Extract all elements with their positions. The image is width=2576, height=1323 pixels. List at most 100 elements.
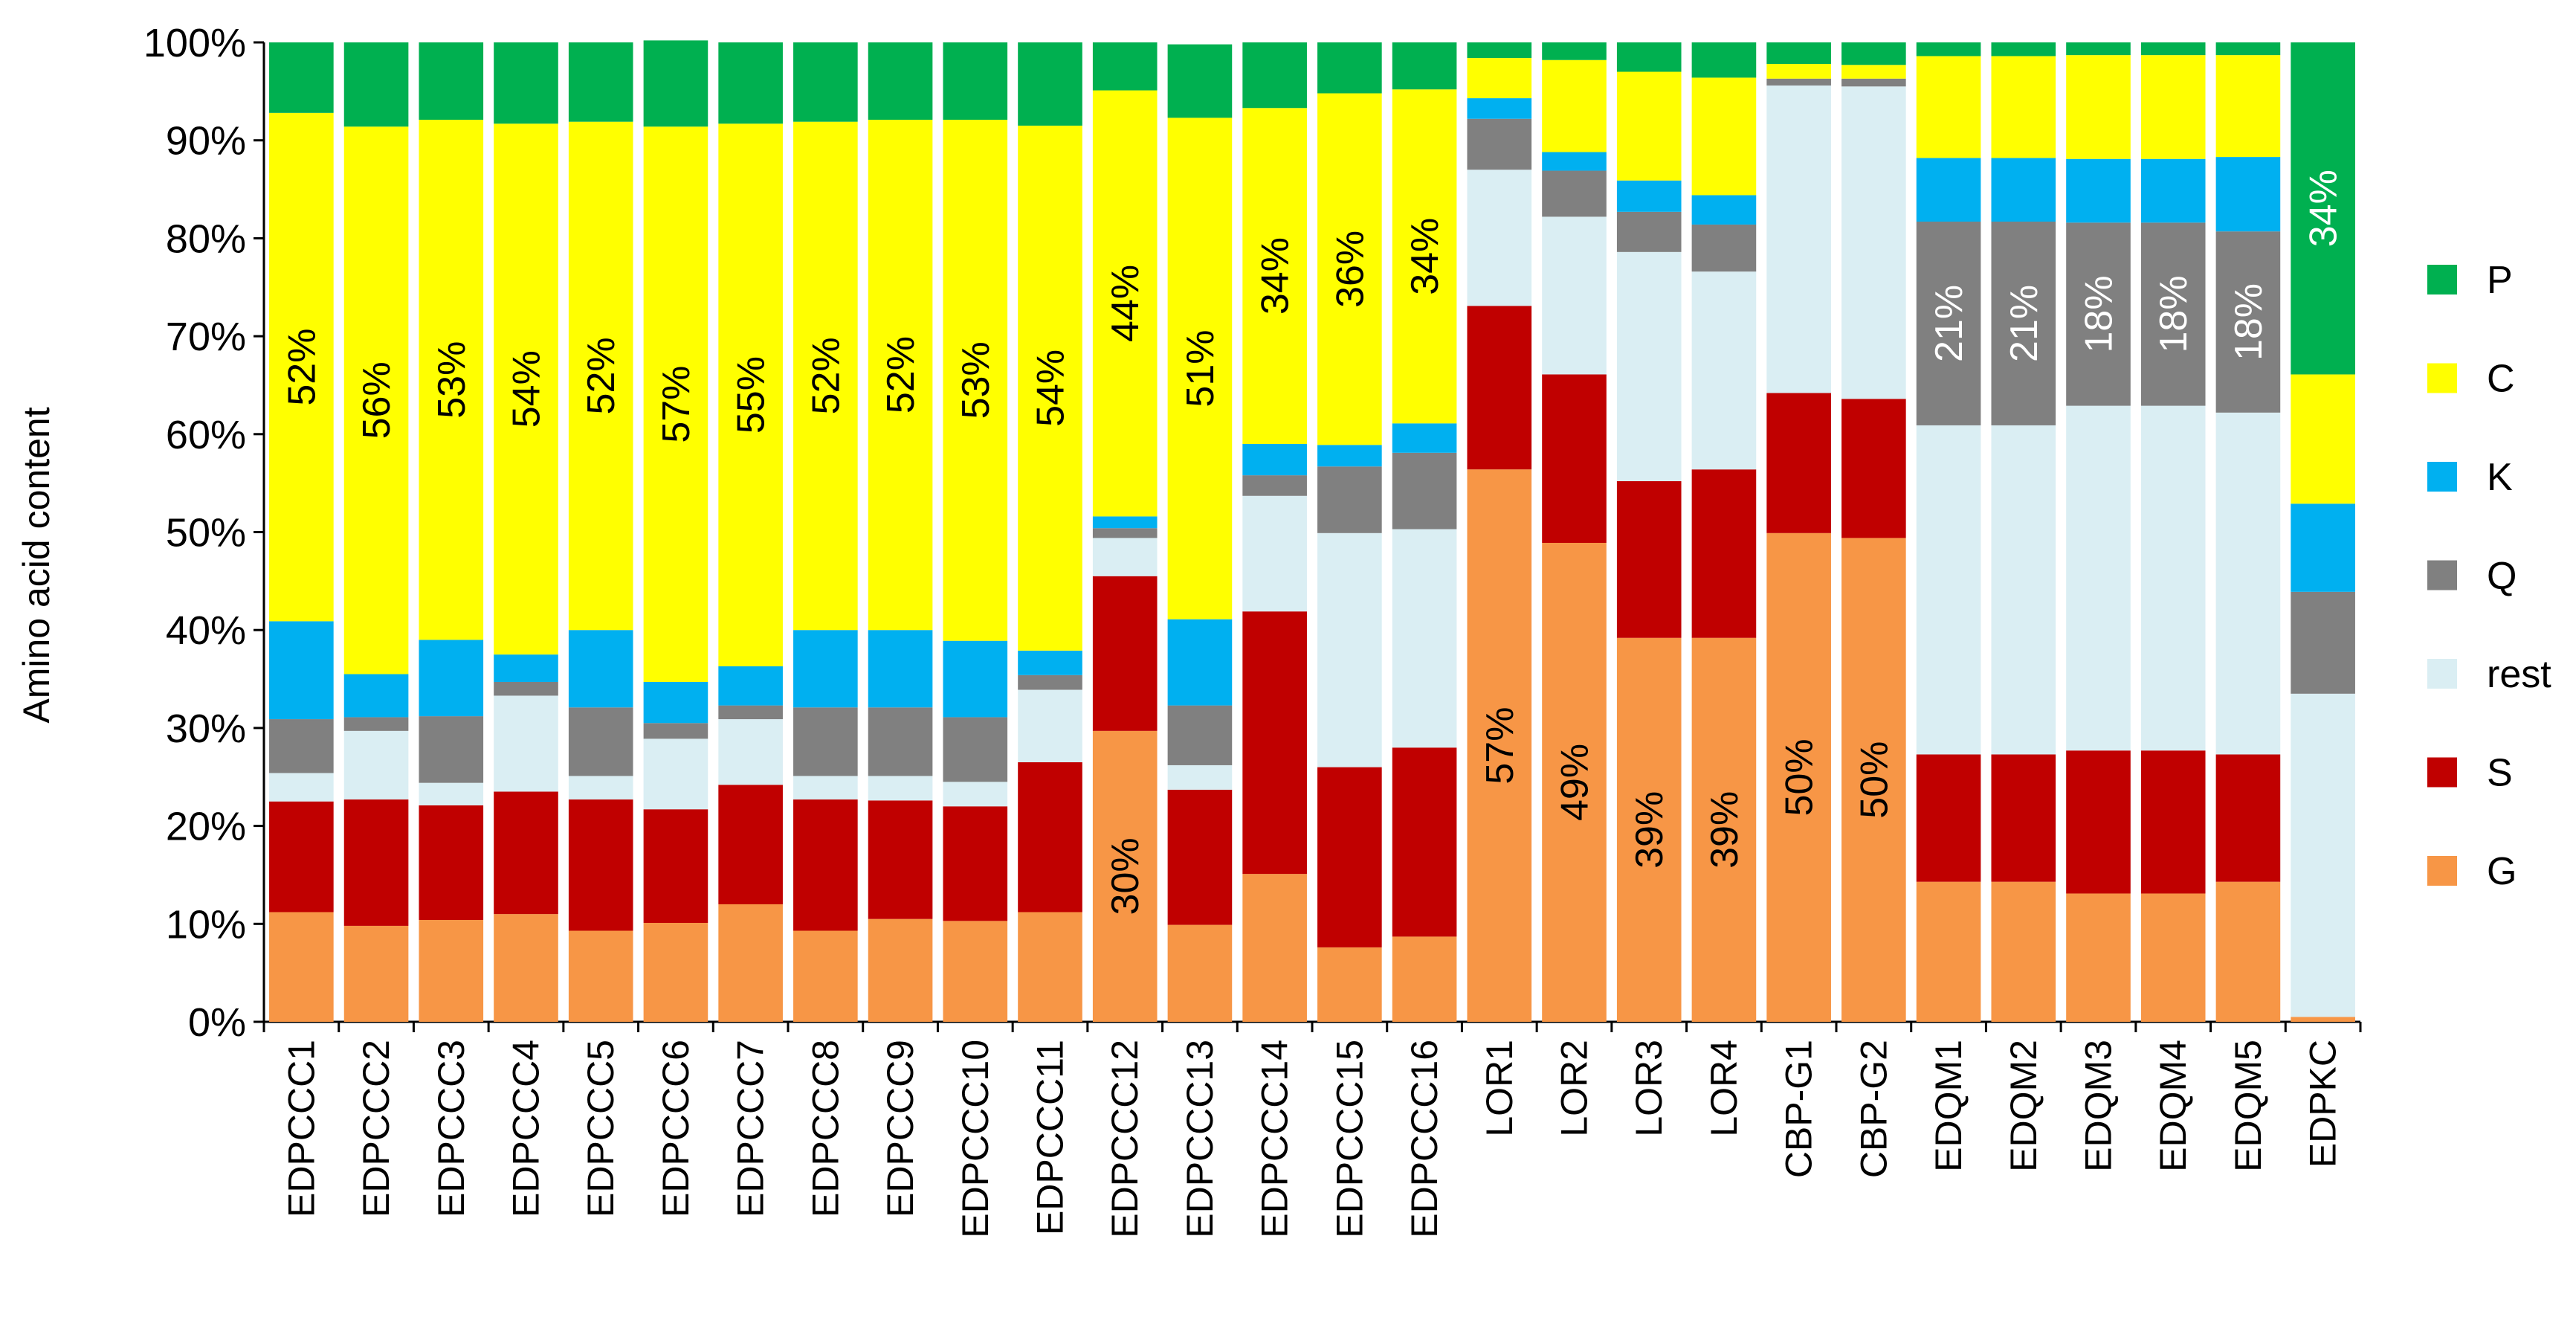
data-label: 57% bbox=[1479, 707, 1522, 785]
bar-segment-c-lor2 bbox=[1542, 59, 1607, 152]
data-label: 30% bbox=[1104, 837, 1147, 915]
x-tick-label: CBP-G1 bbox=[1778, 1040, 1820, 1178]
bar-segment-rest-edpkc bbox=[2291, 693, 2355, 1017]
legend-label: S bbox=[2487, 752, 2513, 795]
y-tick-label: 0% bbox=[188, 1000, 246, 1045]
bar-segment-rest-edpccc1 bbox=[269, 773, 334, 802]
data-label: 50% bbox=[1778, 738, 1821, 816]
x-tick-label: EDQM1 bbox=[1928, 1040, 1969, 1172]
bar-segment-q-lor1 bbox=[1467, 118, 1532, 170]
bar-segment-q-lor3 bbox=[1616, 211, 1682, 252]
bar-segment-q-cbp-g1 bbox=[1766, 78, 1831, 86]
bar-segment-k-edpccc10 bbox=[943, 640, 1008, 718]
y-tick-label: 30% bbox=[166, 706, 246, 751]
data-label: 56% bbox=[355, 361, 398, 439]
bar-segment-q-edpccc4 bbox=[494, 682, 558, 696]
x-tick-label: EDQM4 bbox=[2152, 1040, 2194, 1172]
bar-segment-s-edpccc12 bbox=[1092, 576, 1158, 731]
y-tick-label: 20% bbox=[166, 805, 246, 849]
bar-segment-s-edpccc3 bbox=[419, 805, 484, 921]
legend-label: Q bbox=[2487, 555, 2517, 598]
bar-segment-g-edqm5 bbox=[2215, 881, 2281, 1022]
bar-segment-p-edqm5 bbox=[2215, 42, 2281, 56]
bar-segment-c-edpccc4 bbox=[494, 123, 558, 655]
bar-segment-g-edpccc13 bbox=[1167, 924, 1233, 1022]
legend-label: C bbox=[2487, 358, 2515, 401]
x-tick-label: EDPCCC6 bbox=[655, 1040, 697, 1217]
data-label: 53% bbox=[955, 341, 998, 419]
bar-segment-s-lor4 bbox=[1691, 469, 1757, 638]
bar-segment-rest-lor3 bbox=[1616, 251, 1682, 482]
legend-label: K bbox=[2487, 456, 2513, 499]
bar-segment-q-edqm3 bbox=[2066, 222, 2131, 406]
data-labels: 52% 56% 53% 54% 52% 57% 55% 52% 52% 53% 54% 44% 51% 3… bbox=[280, 170, 2345, 915]
bar-segment-g-edpccc6 bbox=[643, 922, 708, 1022]
data-label: 52% bbox=[280, 329, 323, 406]
bar-segment-q-edpccc9 bbox=[868, 707, 933, 776]
bar-segment-p-edpccc11 bbox=[1018, 42, 1082, 126]
bar-segment-s-edpccc15 bbox=[1317, 767, 1382, 947]
data-label: 49% bbox=[1554, 744, 1597, 821]
bar-segment-p-edpccc4 bbox=[494, 42, 558, 124]
bar-segment-s-lor2 bbox=[1542, 374, 1607, 543]
bar-segment-p-lor4 bbox=[1691, 42, 1757, 78]
bar-segment-q-edpkc bbox=[2291, 591, 2355, 694]
bar-segment-g-cbp-g1 bbox=[1766, 532, 1831, 1022]
bar-segment-c-edpccc10 bbox=[943, 120, 1008, 641]
bar-segment-c-lor4 bbox=[1691, 77, 1757, 196]
bar-segment-c-edpccc1 bbox=[269, 112, 334, 622]
y-tick-label: 70% bbox=[166, 315, 246, 359]
bar-segment-rest-edpccc8 bbox=[793, 776, 858, 800]
bar-segment-p-lor2 bbox=[1542, 42, 1607, 60]
bar-segment-q-edpccc12 bbox=[1092, 528, 1158, 538]
bar-segment-c-cbp-g2 bbox=[1841, 65, 1906, 79]
bar-segment-q-cbp-g2 bbox=[1841, 78, 1906, 87]
data-label: 55% bbox=[730, 356, 773, 434]
x-tick-label: EDPCCC13 bbox=[1179, 1040, 1221, 1238]
y-tick-label: 80% bbox=[166, 216, 246, 261]
legend-swatch-k bbox=[2427, 462, 2457, 492]
data-label: 34% bbox=[1254, 237, 1297, 315]
bar-segment-p-edqm1 bbox=[1916, 42, 1981, 57]
bar-segment-c-edpkc bbox=[2291, 374, 2355, 504]
bar-segment-rest-edpccc6 bbox=[643, 738, 708, 810]
bar-segment-p-edpccc3 bbox=[419, 42, 484, 120]
bar-segment-rest-edpccc4 bbox=[494, 695, 558, 792]
bar-segment-q-edpccc6 bbox=[643, 723, 708, 739]
bar-segment-k-lor4 bbox=[1691, 195, 1757, 225]
bar-segment-c-edqm4 bbox=[2140, 55, 2206, 159]
bar-segment-s-edpccc1 bbox=[269, 801, 334, 912]
data-label: 18% bbox=[2227, 283, 2270, 361]
bar-segment-k-edpccc1 bbox=[269, 621, 334, 720]
bar-segment-g-edpccc5 bbox=[568, 930, 633, 1022]
data-label: 18% bbox=[2078, 275, 2121, 353]
data-label: 36% bbox=[1329, 231, 1372, 308]
bar-segment-rest-edpccc10 bbox=[943, 782, 1008, 807]
data-label: 52% bbox=[879, 336, 923, 413]
bar-segment-s-edpccc16 bbox=[1392, 747, 1457, 937]
bar-segment-c-edpccc7 bbox=[718, 123, 783, 666]
bar-segment-p-edpccc1 bbox=[269, 42, 334, 113]
bar-segment-s-edpccc10 bbox=[943, 806, 1008, 921]
legend-label: rest bbox=[2487, 653, 2551, 696]
bar-segment-g-lor2 bbox=[1542, 542, 1607, 1022]
data-label: 52% bbox=[580, 337, 623, 414]
bar-segment-c-edpccc13 bbox=[1167, 118, 1233, 619]
data-label: 21% bbox=[2003, 285, 2046, 362]
bar-segment-s-cbp-g1 bbox=[1766, 393, 1831, 533]
data-label: 51% bbox=[1179, 330, 1222, 408]
bar-segment-p-edpccc14 bbox=[1242, 42, 1307, 109]
bar-segment-g-cbp-g2 bbox=[1841, 538, 1906, 1022]
x-tick-label: EDPCCC5 bbox=[580, 1040, 622, 1217]
bar-segment-g-edpccc3 bbox=[419, 920, 484, 1022]
bar-segment-s-edpccc9 bbox=[868, 800, 933, 919]
bar-segment-k-edpccc16 bbox=[1392, 423, 1457, 453]
bar-segment-p-edpccc12 bbox=[1092, 42, 1158, 91]
bar-segment-rest-cbp-g2 bbox=[1841, 86, 1906, 399]
bar-segment-q-edqm5 bbox=[2215, 231, 2281, 413]
tick-labels: 0% 10% 20% 30% 40% 50% 60% 70% 80% 90% 100% EDPCCC1… bbox=[143, 21, 2344, 1238]
bar-segment-rest-edpccc9 bbox=[868, 776, 933, 801]
bar-segment-q-lor4 bbox=[1691, 224, 1757, 272]
bar-segment-k-edpkc bbox=[2291, 503, 2355, 592]
bar-segment-q-edpccc2 bbox=[343, 717, 409, 731]
